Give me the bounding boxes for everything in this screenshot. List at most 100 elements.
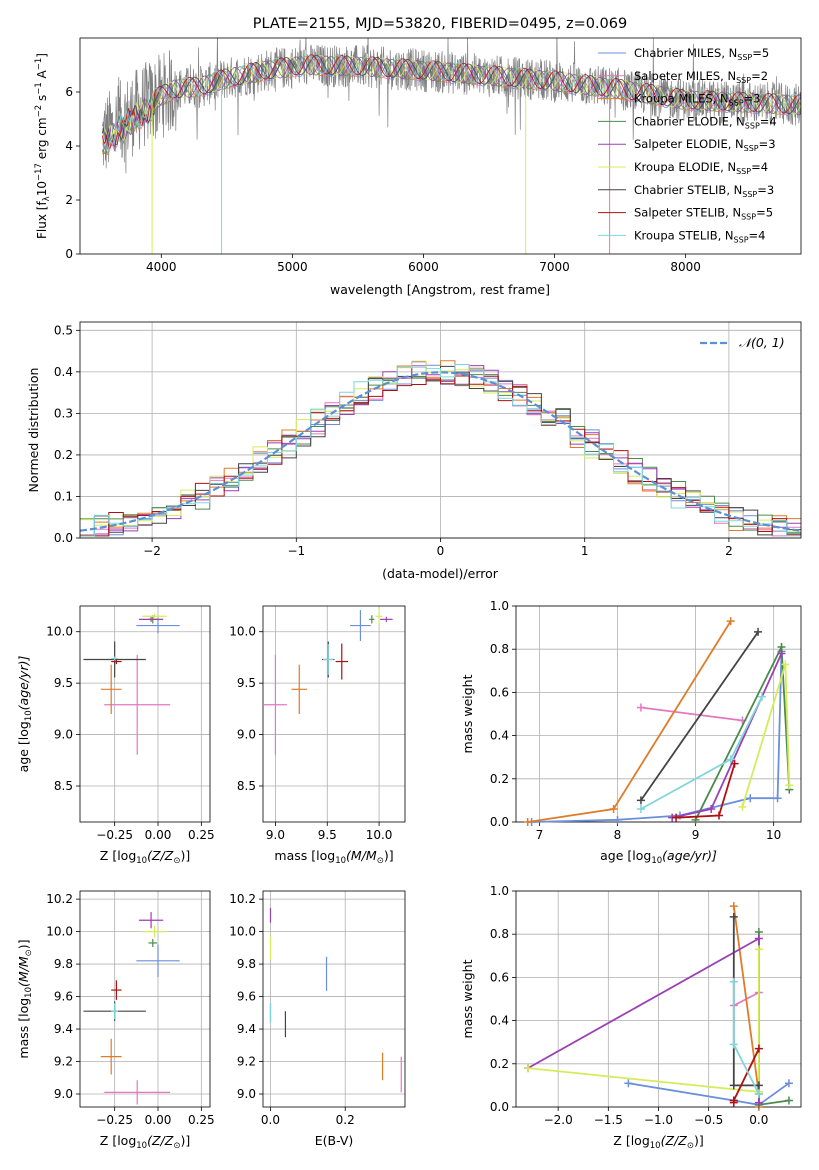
axes-mass_vs_z: −0.25 0.00 0.25 9.0 9.2 9.4 9.6 9.8 10.0 10.2 [46, 890, 215, 1127]
x-axis-label-part: ⊙ [173, 1141, 180, 1151]
legend-label-sub: SSP [737, 53, 752, 62]
y-tick-label: 8.5 [54, 779, 73, 793]
x-tick-label: −0.5 [694, 1113, 723, 1127]
series-marker-salpeter_elodie [754, 934, 763, 943]
x-axis-label-part: (M/M [346, 848, 377, 863]
y-tick-label: 0.0 [54, 531, 73, 545]
x-axis-label-part: (age/yr)] [662, 848, 717, 863]
legend-label-sub: SSP [744, 144, 759, 153]
x-axis-label-part: Z [log [100, 1133, 136, 1148]
x-axis-label-part: )] [180, 848, 190, 863]
y-axis-label-part: age [log [16, 721, 31, 772]
legend-label-tail: =2 [751, 69, 768, 83]
series-marker-salpeter_stelib [754, 1044, 763, 1053]
y-tick-label: 10.0 [229, 625, 256, 639]
series-marker-kroupa_stelib [636, 805, 645, 814]
x-tick-label: −0.25 [96, 1113, 133, 1127]
x-axis-label-part: )] [180, 1133, 190, 1148]
y-tick-label: 1.0 [490, 884, 509, 898]
x-axis-label-part: 10 [651, 856, 662, 866]
legend-label-sub: SSP [736, 167, 751, 176]
plot-area [80, 360, 801, 537]
y-tick-label: 0.8 [490, 927, 509, 941]
plot-area [269, 908, 402, 1093]
y-tick-label: 10.2 [229, 892, 256, 906]
x-tick-label: −0.25 [96, 828, 133, 842]
y-tick-label: 9.6 [237, 990, 256, 1004]
series-marker-chabrier_miles [746, 794, 755, 803]
y-tick-label: 6 [65, 85, 73, 99]
y-axis-label-part: A [35, 69, 49, 82]
legend-label: Kroupa ELODIE, NSSP=4 [634, 160, 768, 176]
legend-label-text: Kroupa ELODIE, N [634, 160, 736, 174]
series-marker-salpeter_elodie [754, 1098, 763, 1107]
axes-residuals: −2 −1 0 1 2 0.0 0.1 0.2 0.3 0.4 0.5 𝒩(0, 1) [54, 321, 802, 558]
legend-label-text: Chabrier STELIB, N [634, 183, 742, 197]
series-line-kroupa_miles [527, 620, 732, 823]
y-tick-label: 10.0 [46, 625, 73, 639]
y-tick-label: 9.2 [54, 1055, 73, 1069]
series-marker-kroupa_elodie [524, 1064, 533, 1073]
y-axis-label-part: 10 [24, 710, 34, 721]
legend-label-sub: SSP [736, 76, 751, 85]
x-axis-label-part: mass [log [274, 848, 335, 863]
y-tick-label: 0.3 [54, 406, 73, 420]
model-spectrum-chabrier_stelib [101, 54, 801, 146]
legend-label-sub: SSP [742, 190, 757, 199]
y-tick-label: 0.0 [490, 815, 509, 829]
axes-frame [79, 890, 211, 1108]
y-tick-label: 9.8 [237, 957, 256, 971]
series-marker-kroupa_miles [523, 818, 532, 826]
y-axis-label-part: )] [16, 939, 31, 949]
axes-massweight_vs_z: −2.0 −1.5 −1.0 −0.5 0.0 0.0 0.2 0.4 0.6 0.8 1.0 [490, 884, 802, 1127]
x-tick-label: 9 [692, 828, 700, 842]
series-marker-chabrier_miles [773, 794, 782, 803]
x-axis-label-part: (Z/Z [147, 848, 174, 863]
normal-curve [80, 371, 801, 532]
legend-label-tail: =5 [752, 46, 769, 60]
model-spectrum-kroupa_elodie [101, 55, 801, 145]
y-axis-label-part: −2 [34, 105, 44, 118]
x-tick-label: 0.0 [261, 1113, 280, 1127]
x-axis-label: mass [log10(M/M⊙)] [274, 848, 393, 866]
series-marker-salpeter_elodie [777, 649, 786, 658]
x-tick-label: 0 [437, 544, 445, 558]
y-axis-label: age [log10(age/yr)] [16, 656, 34, 773]
plot-area [83, 613, 180, 755]
legend-label: Chabrier STELIB, NSSP=3 [634, 183, 774, 199]
x-axis-label: Z [log10(Z/Z⊙)] [100, 848, 190, 866]
y-tick-label: 8.5 [237, 779, 256, 793]
x-axis-label-part: 10 [136, 1141, 147, 1151]
x-tick-label: 8 [614, 828, 622, 842]
series-marker-salpeter_stelib [729, 1096, 738, 1105]
x-tick-label: 0.25 [188, 1113, 215, 1127]
series-marker-salpeter_elodie [707, 805, 716, 814]
legend-label: Salpeter ELODIE, NSSP=3 [634, 137, 776, 153]
legend-label-sub: SSP [741, 213, 756, 222]
series-marker-kroupa_elodie [785, 781, 794, 790]
series-marker-salpeter_stelib [715, 811, 724, 820]
y-tick-label: 9.0 [237, 1087, 256, 1101]
x-tick-label: 5000 [277, 260, 308, 274]
y-tick-label: 1.0 [490, 599, 509, 613]
axes-age_vs_mass: 9.0 9.5 10.0 8.5 9.0 9.5 10.0 [229, 605, 406, 842]
y-axis-label: mass weight [460, 674, 475, 753]
series-marker-kroupa_stelib [729, 977, 738, 986]
x-tick-label: 7000 [539, 260, 570, 274]
series-marker-kroupa_elodie [738, 802, 747, 811]
y-axis-label-part: erg cm [35, 117, 49, 163]
x-tick-label: 7 [536, 828, 544, 842]
series-line-chabrier_elodie [694, 643, 791, 821]
y-tick-label: 0.8 [490, 642, 509, 656]
legend-label-tail: =3 [759, 137, 776, 151]
x-tick-label: 10.0 [366, 828, 393, 842]
y-axis-label-part: (age/yr)] [16, 656, 31, 711]
legend-label-text: Kroupa STELIB, N [634, 228, 734, 242]
series-marker-chabrier_miles [784, 1079, 793, 1088]
y-tick-label: 9.6 [54, 990, 73, 1004]
x-tick-label: −2 [143, 544, 161, 558]
x-axis-label-part: )] [384, 848, 394, 863]
model-spectrum-salpeter_stelib [101, 54, 801, 150]
plot-area [264, 608, 393, 755]
legend-label-text: Salpeter STELIB, N [634, 206, 741, 220]
